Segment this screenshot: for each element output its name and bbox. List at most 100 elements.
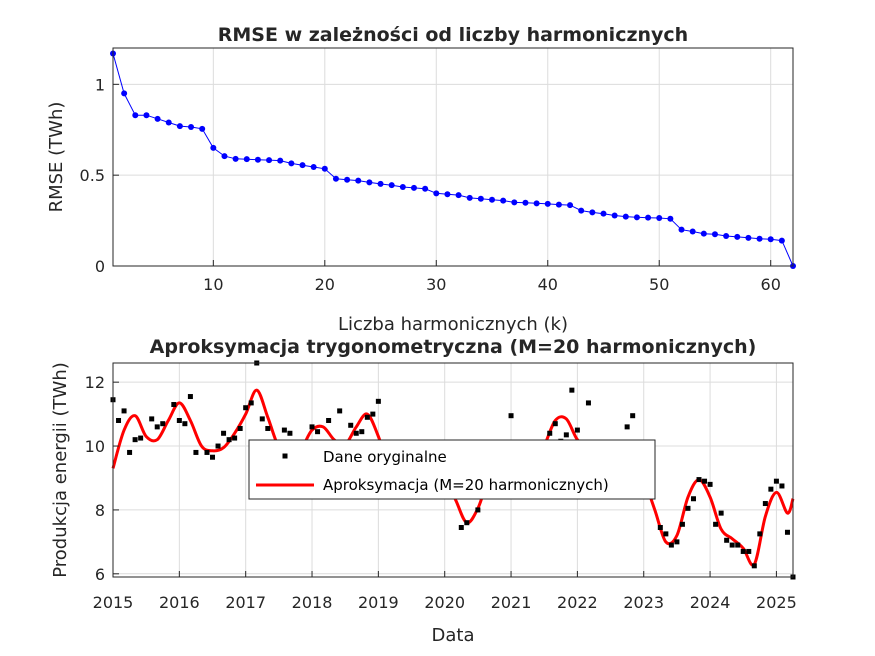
data-point — [315, 429, 321, 435]
approx-x-tick-label: 2020 — [424, 593, 465, 612]
legend-label-data: Dane oryginalne — [323, 448, 447, 466]
data-point — [624, 424, 630, 430]
data-point — [762, 501, 768, 507]
data-point — [287, 430, 293, 436]
rmse-point — [410, 184, 417, 191]
rmse-series — [110, 50, 796, 269]
rmse-point — [723, 233, 730, 240]
rmse-y-tick-label: 0 — [95, 257, 105, 276]
rmse-point — [678, 226, 685, 233]
legend-box — [248, 439, 656, 500]
approx-x-tick-label: 2015 — [93, 593, 134, 612]
data-point — [121, 408, 127, 414]
rmse-point — [555, 201, 562, 208]
data-point — [569, 387, 575, 393]
approximation-chart: 2015 2016 2017 2018 2019 2020 2021 2022 2023 2024… — [50, 336, 797, 646]
data-point — [574, 427, 580, 433]
data-point — [696, 477, 702, 483]
data-point — [674, 539, 680, 545]
rmse-point — [578, 207, 585, 214]
approx-x-axis-label: Data — [432, 625, 475, 646]
legend-label-approx: Aproksymacja (M=20 harmonicznych) — [323, 476, 609, 494]
data-point — [690, 496, 696, 502]
rmse-point — [611, 212, 618, 219]
rmse-y-tick-label: 1 — [95, 75, 105, 94]
data-point — [751, 563, 757, 569]
approx-y-tick-label: 6 — [95, 565, 105, 584]
data-point — [768, 486, 774, 492]
rmse-y-tick-label: 0.5 — [80, 166, 105, 185]
rmse-point — [656, 215, 663, 222]
rmse-point — [277, 157, 284, 164]
data-point — [193, 449, 199, 455]
data-point — [237, 425, 243, 431]
rmse-point — [645, 214, 652, 221]
approx-ticks: 2015 2016 2017 2018 2019 2020 2021 2022 2023 2024… — [85, 373, 797, 612]
data-point — [281, 427, 287, 433]
data-point — [547, 430, 553, 436]
rmse-x-tick-label: 30 — [426, 275, 446, 294]
data-point — [176, 417, 182, 423]
rmse-point — [254, 156, 261, 163]
approx-axes-box — [112, 362, 794, 578]
data-point — [359, 429, 365, 435]
data-point — [370, 411, 376, 417]
data-point — [265, 425, 271, 431]
approx-series — [110, 360, 796, 580]
data-point — [779, 483, 785, 489]
data-point — [663, 531, 669, 537]
rmse-point — [767, 236, 774, 243]
data-point — [259, 416, 265, 422]
rmse-point — [344, 176, 351, 183]
rmse-point — [622, 213, 629, 220]
data-point — [232, 435, 238, 441]
rmse-point — [221, 153, 228, 160]
rmse-chart: 10 20 30 40 50 60 0 0.5 1 RMSE w zależności od l… — [46, 24, 796, 335]
data-point — [475, 507, 481, 513]
data-point — [149, 416, 155, 422]
rmse-x-tick-label: 40 — [538, 275, 558, 294]
rmse-point — [700, 230, 707, 237]
approx-y-tick-label: 8 — [95, 501, 105, 520]
rmse-point — [511, 199, 518, 206]
rmse-point — [567, 202, 574, 209]
rmse-point — [143, 112, 150, 119]
approx-x-tick-label: 2018 — [292, 593, 333, 612]
data-point — [585, 400, 591, 406]
approx-x-tick-label: 2016 — [159, 593, 200, 612]
rmse-point — [321, 165, 328, 172]
data-point — [702, 478, 708, 484]
rmse-point — [778, 237, 785, 244]
legend: Dane oryginalne Aproksymacja (M=20 harmo… — [248, 439, 656, 500]
rmse-point — [165, 119, 172, 126]
data-point — [729, 542, 735, 548]
rmse-point — [366, 179, 373, 186]
approx-y-axis-label: Produkcja energii (TWh) — [50, 362, 71, 578]
data-point — [116, 417, 122, 423]
rmse-point — [232, 155, 239, 162]
rmse-point — [388, 182, 395, 189]
rmse-point — [299, 162, 306, 169]
data-point — [171, 402, 177, 408]
rmse-point — [711, 231, 718, 238]
rmse-point — [199, 125, 206, 132]
data-point — [746, 548, 752, 554]
rmse-point — [477, 195, 484, 202]
data-point — [353, 430, 359, 436]
rmse-point — [455, 192, 462, 199]
data-point — [187, 394, 193, 400]
rmse-x-axis-label: Liczba harmonicznych (k) — [338, 314, 568, 335]
rmse-point — [745, 234, 752, 241]
rmse-point — [422, 185, 429, 192]
rmse-point — [154, 115, 161, 122]
rmse-chart-title: RMSE w zależności od liczby harmonicznyc… — [218, 24, 688, 46]
rmse-point — [188, 124, 195, 131]
rmse-point — [444, 191, 451, 198]
data-point — [508, 413, 514, 419]
rmse-point — [689, 228, 696, 235]
approx-x-tick-label: 2024 — [690, 593, 731, 612]
approx-x-tick-label: 2021 — [491, 593, 532, 612]
data-point — [464, 520, 470, 526]
rmse-x-tick-label: 60 — [761, 275, 781, 294]
